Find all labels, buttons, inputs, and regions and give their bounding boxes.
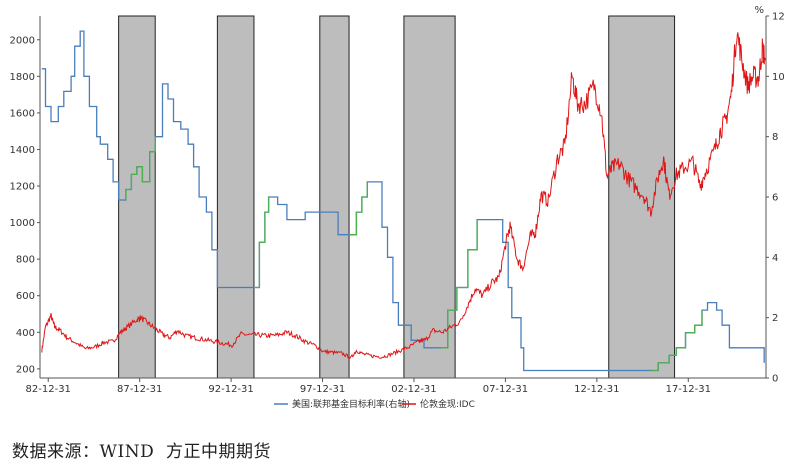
x-tick-label: 02-12-31	[391, 384, 436, 395]
fed-rate-hike-segment-2	[349, 181, 368, 236]
x-tick-label: 87-12-31	[117, 384, 162, 395]
shaded-period-1	[216, 15, 255, 379]
fed-rate-hike-segment-4	[650, 310, 703, 372]
x-tick-label: 92-12-31	[208, 384, 253, 395]
x-tick-label: 07-12-31	[483, 384, 528, 395]
right-tick-label: 4	[772, 253, 778, 264]
left-tick-label: 1200	[10, 182, 35, 193]
shaded-period-0	[118, 15, 156, 379]
left-tick-label: 1400	[10, 145, 35, 156]
fed-rate-hike-segment-0	[125, 136, 156, 200]
left-tick-label: 1600	[10, 108, 35, 119]
right-tick-label: 0	[772, 374, 778, 385]
left-tick-label: 200	[16, 364, 35, 375]
series-line-fed-rate	[41, 30, 765, 372]
fed-rate-hike-segment-1	[254, 197, 270, 289]
left-tick-label: 600	[16, 291, 35, 302]
legend-label-1: 伦敦金现:IDC	[420, 398, 475, 410]
right-tick-label: 12	[772, 12, 785, 23]
x-tick-label: 97-12-31	[300, 384, 345, 395]
chart-svg: 200 400 600 800 1000 1200 1400 1600 1800 2000 0 2 4 6…	[10, 5, 785, 410]
shaded-period-4	[608, 15, 676, 379]
right-tick-label: 2	[772, 313, 778, 324]
x-tick-label: 17-12-31	[666, 384, 711, 395]
shaded-period-2	[319, 15, 350, 379]
right-tick-label: 10	[772, 72, 785, 83]
legend-label-0: 美国:联邦基金目标利率(右轴)	[292, 398, 410, 410]
x-tick-label: 12-12-31	[574, 384, 619, 395]
source-note: 数据来源：WIND 方正中期期货	[12, 442, 272, 462]
series-line-gold	[41, 32, 766, 359]
right-axis-unit: %	[754, 5, 764, 16]
left-tick-label: 400	[16, 328, 35, 339]
fed-rate-hike-segment-3	[440, 219, 478, 349]
left-tick-label: 1800	[10, 72, 35, 83]
right-tick-label: 8	[772, 132, 778, 143]
chart-area: 200 400 600 800 1000 1200 1400 1600 1800 2000 0 2 4 6…	[10, 5, 785, 410]
left-tick-label: 800	[16, 255, 35, 266]
right-tick-label: 6	[772, 193, 778, 204]
left-tick-label: 1000	[10, 218, 35, 229]
left-tick-label: 2000	[10, 35, 35, 46]
shaded-period-3	[403, 15, 456, 379]
x-tick-label: 82-12-31	[26, 384, 71, 395]
